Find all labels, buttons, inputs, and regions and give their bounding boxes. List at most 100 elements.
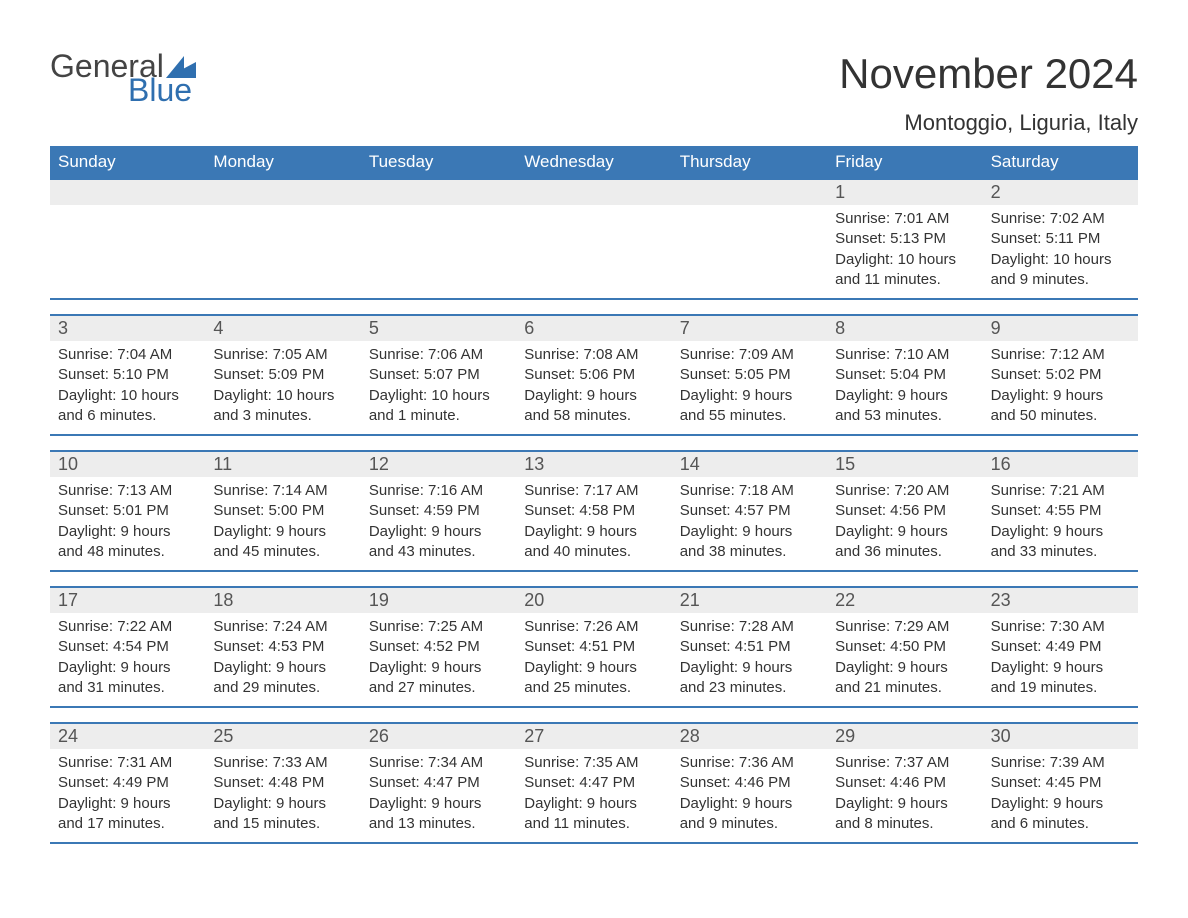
day-cell: 20Sunrise: 7:26 AMSunset: 4:51 PMDayligh… [516, 588, 671, 706]
day-number: 28 [672, 724, 827, 749]
weekday-fri: Friday [827, 146, 982, 178]
sunset: Sunset: 4:58 PM [524, 501, 663, 521]
day-cell: 3Sunrise: 7:04 AMSunset: 5:10 PMDaylight… [50, 316, 205, 434]
sunrise: Sunrise: 7:34 AM [369, 753, 508, 773]
day-cell [205, 180, 360, 298]
day-body: Sunrise: 7:14 AMSunset: 5:00 PMDaylight:… [205, 477, 360, 570]
week-row: 3Sunrise: 7:04 AMSunset: 5:10 PMDaylight… [50, 314, 1138, 436]
day-body: Sunrise: 7:30 AMSunset: 4:49 PMDaylight:… [983, 613, 1138, 706]
daylight: Daylight: 9 hours and 9 minutes. [680, 794, 819, 835]
weekday-sun: Sunday [50, 146, 205, 178]
sunrise: Sunrise: 7:22 AM [58, 617, 197, 637]
day-cell: 22Sunrise: 7:29 AMSunset: 4:50 PMDayligh… [827, 588, 982, 706]
day-cell: 25Sunrise: 7:33 AMSunset: 4:48 PMDayligh… [205, 724, 360, 842]
day-body: Sunrise: 7:22 AMSunset: 4:54 PMDaylight:… [50, 613, 205, 706]
daylight: Daylight: 9 hours and 8 minutes. [835, 794, 974, 835]
calendar: Sunday Monday Tuesday Wednesday Thursday… [50, 146, 1138, 844]
weeks-container: 1Sunrise: 7:01 AMSunset: 5:13 PMDaylight… [50, 178, 1138, 844]
daylight: Daylight: 10 hours and 3 minutes. [213, 386, 352, 427]
sunrise: Sunrise: 7:21 AM [991, 481, 1130, 501]
daylight: Daylight: 9 hours and 55 minutes. [680, 386, 819, 427]
sunset: Sunset: 4:51 PM [680, 637, 819, 657]
day-cell: 8Sunrise: 7:10 AMSunset: 5:04 PMDaylight… [827, 316, 982, 434]
daylight: Daylight: 9 hours and 58 minutes. [524, 386, 663, 427]
sunset: Sunset: 5:05 PM [680, 365, 819, 385]
day-body: Sunrise: 7:24 AMSunset: 4:53 PMDaylight:… [205, 613, 360, 706]
day-cell: 23Sunrise: 7:30 AMSunset: 4:49 PMDayligh… [983, 588, 1138, 706]
sunset: Sunset: 5:01 PM [58, 501, 197, 521]
day-number: 24 [50, 724, 205, 749]
sunset: Sunset: 5:10 PM [58, 365, 197, 385]
day-body: Sunrise: 7:10 AMSunset: 5:04 PMDaylight:… [827, 341, 982, 434]
sunrise: Sunrise: 7:29 AM [835, 617, 974, 637]
sunrise: Sunrise: 7:30 AM [991, 617, 1130, 637]
daylight: Daylight: 9 hours and 11 minutes. [524, 794, 663, 835]
day-cell: 6Sunrise: 7:08 AMSunset: 5:06 PMDaylight… [516, 316, 671, 434]
sunset: Sunset: 4:47 PM [524, 773, 663, 793]
sunset: Sunset: 4:53 PM [213, 637, 352, 657]
day-body: Sunrise: 7:08 AMSunset: 5:06 PMDaylight:… [516, 341, 671, 434]
day-number: 4 [205, 316, 360, 341]
sunset: Sunset: 4:46 PM [835, 773, 974, 793]
day-body: Sunrise: 7:31 AMSunset: 4:49 PMDaylight:… [50, 749, 205, 842]
day-number [50, 180, 205, 205]
sunrise: Sunrise: 7:24 AM [213, 617, 352, 637]
daylight: Daylight: 9 hours and 13 minutes. [369, 794, 508, 835]
day-number [672, 180, 827, 205]
day-body: Sunrise: 7:35 AMSunset: 4:47 PMDaylight:… [516, 749, 671, 842]
day-cell: 16Sunrise: 7:21 AMSunset: 4:55 PMDayligh… [983, 452, 1138, 570]
day-body [516, 205, 671, 217]
day-cell: 5Sunrise: 7:06 AMSunset: 5:07 PMDaylight… [361, 316, 516, 434]
day-number: 15 [827, 452, 982, 477]
sunrise: Sunrise: 7:06 AM [369, 345, 508, 365]
sunset: Sunset: 4:50 PM [835, 637, 974, 657]
day-cell [50, 180, 205, 298]
day-number: 14 [672, 452, 827, 477]
day-number: 10 [50, 452, 205, 477]
sunrise: Sunrise: 7:10 AM [835, 345, 974, 365]
day-number: 9 [983, 316, 1138, 341]
day-number: 18 [205, 588, 360, 613]
day-body: Sunrise: 7:36 AMSunset: 4:46 PMDaylight:… [672, 749, 827, 842]
day-number: 22 [827, 588, 982, 613]
sunrise: Sunrise: 7:02 AM [991, 209, 1130, 229]
day-number: 21 [672, 588, 827, 613]
sunrise: Sunrise: 7:36 AM [680, 753, 819, 773]
sunset: Sunset: 4:52 PM [369, 637, 508, 657]
day-cell: 29Sunrise: 7:37 AMSunset: 4:46 PMDayligh… [827, 724, 982, 842]
day-number [205, 180, 360, 205]
day-body: Sunrise: 7:25 AMSunset: 4:52 PMDaylight:… [361, 613, 516, 706]
sunrise: Sunrise: 7:01 AM [835, 209, 974, 229]
day-cell: 2Sunrise: 7:02 AMSunset: 5:11 PMDaylight… [983, 180, 1138, 298]
day-body: Sunrise: 7:37 AMSunset: 4:46 PMDaylight:… [827, 749, 982, 842]
header: General Blue November 2024 Montoggio, Li… [50, 50, 1138, 136]
daylight: Daylight: 10 hours and 9 minutes. [991, 250, 1130, 291]
sunset: Sunset: 4:51 PM [524, 637, 663, 657]
sunset: Sunset: 5:00 PM [213, 501, 352, 521]
sunrise: Sunrise: 7:20 AM [835, 481, 974, 501]
day-number [516, 180, 671, 205]
sunset: Sunset: 4:55 PM [991, 501, 1130, 521]
sunset: Sunset: 5:13 PM [835, 229, 974, 249]
sunrise: Sunrise: 7:09 AM [680, 345, 819, 365]
sunrise: Sunrise: 7:14 AM [213, 481, 352, 501]
sunset: Sunset: 4:49 PM [991, 637, 1130, 657]
sunrise: Sunrise: 7:35 AM [524, 753, 663, 773]
day-cell: 12Sunrise: 7:16 AMSunset: 4:59 PMDayligh… [361, 452, 516, 570]
month-title: November 2024 [839, 50, 1138, 98]
day-body: Sunrise: 7:20 AMSunset: 4:56 PMDaylight:… [827, 477, 982, 570]
day-number: 19 [361, 588, 516, 613]
weekday-mon: Monday [205, 146, 360, 178]
weekday-thu: Thursday [672, 146, 827, 178]
day-body: Sunrise: 7:39 AMSunset: 4:45 PMDaylight:… [983, 749, 1138, 842]
daylight: Daylight: 10 hours and 11 minutes. [835, 250, 974, 291]
daylight: Daylight: 9 hours and 23 minutes. [680, 658, 819, 699]
day-cell [361, 180, 516, 298]
day-number: 8 [827, 316, 982, 341]
day-body: Sunrise: 7:01 AMSunset: 5:13 PMDaylight:… [827, 205, 982, 298]
sunrise: Sunrise: 7:39 AM [991, 753, 1130, 773]
day-number: 30 [983, 724, 1138, 749]
day-cell: 17Sunrise: 7:22 AMSunset: 4:54 PMDayligh… [50, 588, 205, 706]
day-number: 29 [827, 724, 982, 749]
day-number [361, 180, 516, 205]
